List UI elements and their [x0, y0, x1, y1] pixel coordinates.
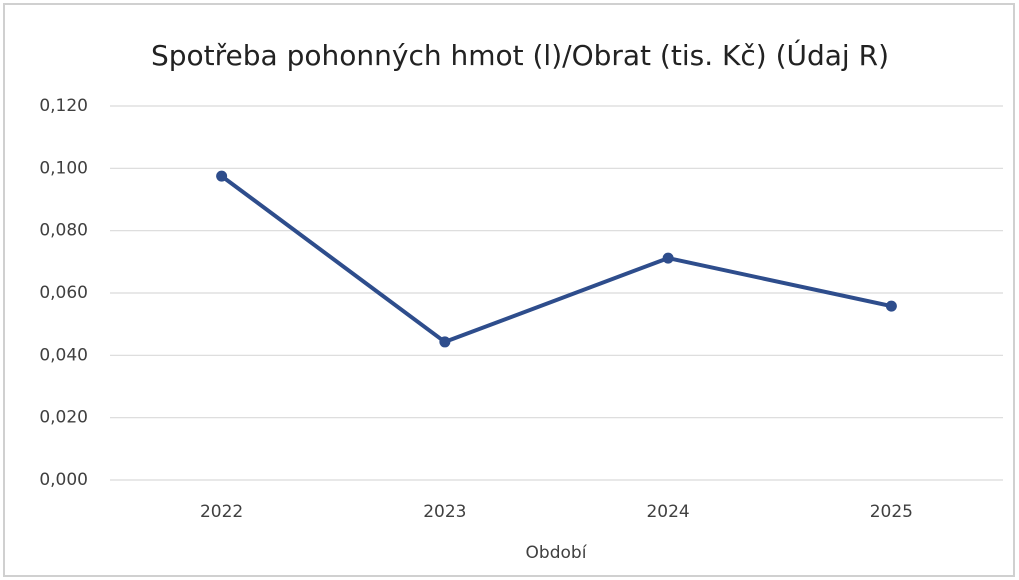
y-tick-label: 0,060 — [39, 283, 88, 303]
y-tick-label: 0,120 — [39, 96, 88, 116]
chart-title: Spotřeba pohonných hmot (l)/Obrat (tis. … — [151, 38, 889, 72]
line — [220, 174, 892, 344]
y-tick-label: 0,100 — [39, 158, 88, 178]
y-tick-label: 0,080 — [39, 221, 88, 241]
x-tick-label: 2022 — [200, 502, 243, 522]
marker — [216, 170, 228, 182]
y-tick-label: 0,020 — [39, 408, 88, 428]
x-axis-label: Období — [526, 543, 588, 563]
x-tick-label: 2025 — [870, 502, 913, 522]
marker — [885, 300, 897, 312]
marker — [439, 336, 451, 348]
x-tick-label: 2024 — [646, 502, 689, 522]
y-tick-label: 0,040 — [39, 345, 88, 365]
x-tick-label: 2023 — [423, 502, 466, 522]
y-tick-label: 0,000 — [39, 470, 88, 490]
chart-frame — [3, 3, 1015, 577]
marker — [662, 252, 674, 264]
